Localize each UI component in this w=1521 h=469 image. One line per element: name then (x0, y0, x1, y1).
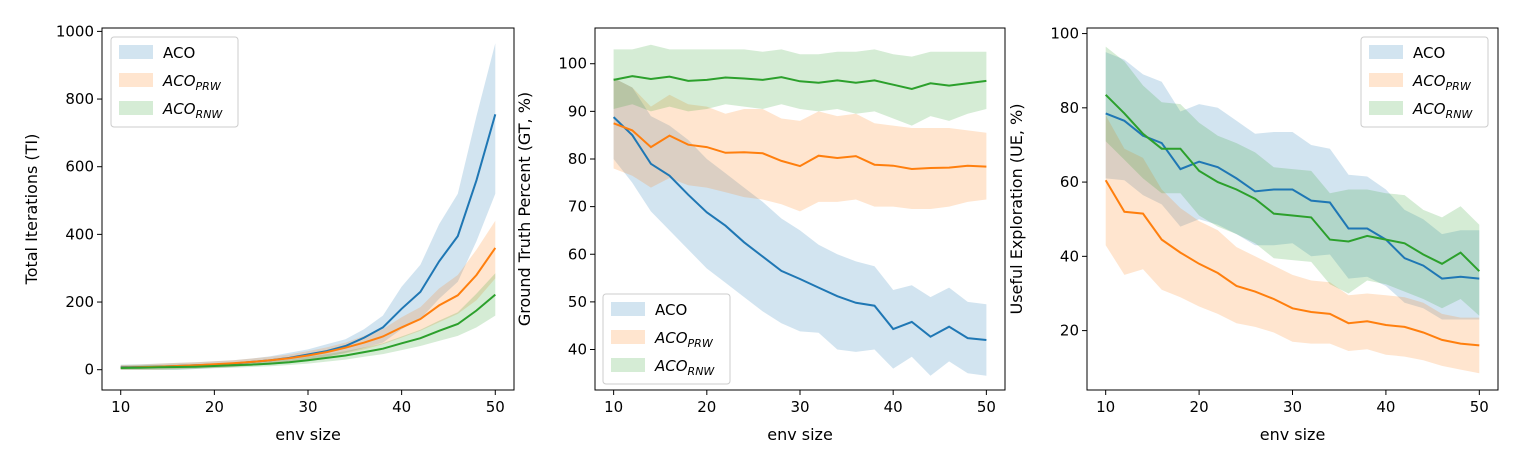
y-tick-label: 200 (65, 293, 94, 311)
y-tick-label: 1000 (56, 22, 94, 40)
x-axis-title: env size (1260, 425, 1326, 444)
legend-swatch (611, 330, 645, 344)
line-aco-prw (613, 122, 987, 171)
line-aco (1105, 112, 1480, 280)
legend-label: ACO (163, 44, 195, 62)
band-aco (120, 43, 496, 370)
y-tick-label: 60 (1060, 173, 1079, 191)
line-aco-prw (120, 247, 497, 369)
y-tick-label: 80 (568, 150, 587, 168)
legend-label: ACOPRW (162, 72, 222, 93)
legend-label: ACORNW (654, 357, 715, 378)
chart-panel-3: 10 20 30 40 50 20 40 60 80 100 env size Useful Expl… (1007, 25, 1499, 444)
legend-label: ACOPRW (1412, 72, 1472, 93)
y-tick-label: 50 (568, 293, 587, 311)
y-tick-label: 100 (1050, 25, 1079, 43)
y-axis-title: Ground Truth Percent (GT, %) (515, 92, 534, 326)
x-tick-label: 30 (1283, 398, 1302, 416)
y-tick-label: 80 (1060, 99, 1079, 117)
line-aco-rnw (1104, 94, 1481, 272)
chart-panel-2: 10 20 30 40 50 40 50 60 70 80 90 100 env size Ground … (515, 27, 1006, 444)
legend-label: ACORNW (162, 100, 223, 121)
band-aco (613, 78, 987, 376)
legend-box (602, 293, 731, 385)
x-axis-title: env size (275, 425, 341, 444)
band-aco-rnw (120, 273, 496, 370)
legend-swatch (119, 73, 153, 87)
legend-swatch (1369, 45, 1403, 59)
line-aco-rnw (120, 293, 496, 369)
legend-swatch (1369, 101, 1403, 115)
x-tick-label: 20 (205, 398, 224, 416)
band-aco-prw (613, 78, 987, 212)
x-axis-title: env size (767, 425, 833, 444)
y-tick-label: 40 (1060, 247, 1079, 265)
y-tick-label: 70 (568, 198, 587, 216)
legend: ACO ACOPRW ACORNW (110, 36, 239, 128)
y-tick-label: 800 (65, 90, 94, 108)
line-aco-prw (1104, 179, 1480, 347)
band-aco (1105, 52, 1480, 320)
y-tick-label: 100 (558, 55, 587, 73)
x-tick-label: 50 (977, 398, 996, 416)
x-tick-label: 30 (790, 398, 809, 416)
line-aco-rnw (613, 75, 987, 91)
legend-swatch (119, 101, 153, 115)
x-tick-label: 10 (1096, 398, 1115, 416)
legend-label: ACORNW (1412, 100, 1473, 121)
legend-label: ACO (1413, 44, 1445, 62)
y-tick-label: 20 (1060, 322, 1079, 340)
band-aco-rnw (613, 44, 987, 126)
legend-box (110, 36, 239, 128)
x-tick-label: 40 (392, 398, 411, 416)
band-aco-prw (120, 220, 496, 370)
x-tick-label: 10 (111, 398, 130, 416)
x-tick-label: 10 (604, 398, 623, 416)
x-tick-label: 20 (1190, 398, 1209, 416)
chart-panel-1: 10 20 30 40 50 0 200 400 600 800 1000 env size Total… (22, 22, 515, 444)
x-tick-label: 50 (486, 398, 505, 416)
legend-swatch (611, 358, 645, 372)
x-tick-label: 40 (884, 398, 903, 416)
y-tick-label: 40 (568, 341, 587, 359)
band-aco-rnw (1105, 46, 1480, 316)
line-aco (612, 116, 987, 341)
legend: ACO ACOPRW ACORNW (602, 293, 731, 385)
x-tick-label: 50 (1470, 398, 1489, 416)
y-tick-label: 90 (568, 102, 587, 120)
x-tick-label: 30 (298, 398, 317, 416)
band-aco-prw (1105, 115, 1480, 374)
legend-swatch (119, 45, 153, 59)
legend-label: ACO (655, 301, 687, 319)
y-tick-label: 60 (568, 245, 587, 263)
x-tick-label: 20 (697, 398, 716, 416)
y-tick-label: 400 (65, 225, 94, 243)
y-axis-title: Useful Exploration (UE, %) (1007, 104, 1026, 315)
y-tick-label: 0 (84, 361, 94, 379)
y-axis-title: Total Iterations (TI) (22, 134, 41, 286)
legend-label: ACOPRW (654, 329, 714, 350)
x-tick-label: 40 (1376, 398, 1395, 416)
legend: ACO ACOPRW ACORNW (1360, 36, 1489, 128)
legend-swatch (1369, 73, 1403, 87)
legend-swatch (611, 302, 645, 316)
y-tick-label: 600 (65, 158, 94, 176)
legend-box (1360, 36, 1489, 128)
